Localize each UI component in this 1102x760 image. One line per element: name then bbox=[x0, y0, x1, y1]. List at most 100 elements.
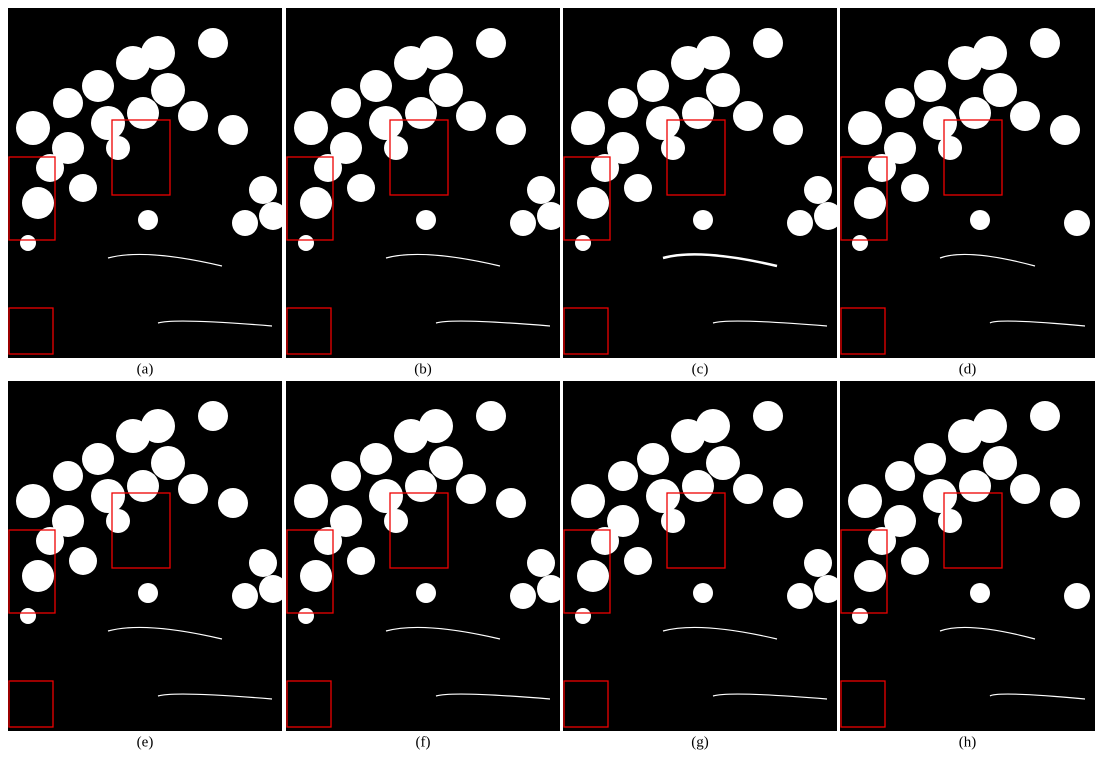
blob bbox=[624, 547, 652, 575]
blob bbox=[510, 210, 536, 236]
blob bbox=[178, 474, 208, 504]
blob bbox=[218, 488, 248, 518]
blob bbox=[868, 154, 896, 182]
blob bbox=[232, 210, 258, 236]
panel bbox=[563, 381, 842, 731]
blob bbox=[682, 470, 714, 502]
blob bbox=[106, 136, 130, 160]
blob bbox=[16, 111, 50, 145]
panel-label: (h) bbox=[959, 734, 977, 750]
blob bbox=[1030, 28, 1060, 58]
blob bbox=[259, 575, 287, 603]
blob bbox=[178, 101, 208, 131]
blob bbox=[637, 70, 669, 102]
blob bbox=[347, 547, 375, 575]
panel bbox=[286, 381, 565, 731]
blob bbox=[814, 575, 842, 603]
panel-label: (e) bbox=[137, 734, 154, 750]
blob bbox=[476, 401, 506, 431]
blob bbox=[198, 401, 228, 431]
blob bbox=[901, 547, 929, 575]
blob bbox=[53, 461, 83, 491]
blob bbox=[69, 174, 97, 202]
blob bbox=[624, 174, 652, 202]
panel bbox=[840, 8, 1095, 358]
blob bbox=[885, 461, 915, 491]
blob bbox=[419, 409, 453, 443]
blob bbox=[294, 484, 328, 518]
blob bbox=[923, 479, 957, 513]
blob bbox=[151, 73, 185, 107]
blob bbox=[151, 446, 185, 480]
blob bbox=[1050, 115, 1080, 145]
blob bbox=[537, 575, 565, 603]
blob bbox=[787, 210, 813, 236]
blob bbox=[608, 88, 638, 118]
blob bbox=[885, 88, 915, 118]
blob bbox=[914, 443, 946, 475]
blob bbox=[141, 36, 175, 70]
blob bbox=[591, 154, 619, 182]
blob bbox=[733, 101, 763, 131]
blob bbox=[973, 409, 1007, 443]
blob bbox=[36, 154, 64, 182]
figure: (a)(b)(c)(d)(e)(f)(g)(h) bbox=[0, 0, 1102, 760]
blob bbox=[82, 443, 114, 475]
blob bbox=[637, 443, 669, 475]
blob bbox=[22, 187, 54, 219]
blob bbox=[298, 608, 314, 624]
blob bbox=[848, 484, 882, 518]
blob bbox=[91, 106, 125, 140]
blob bbox=[405, 97, 437, 129]
blob bbox=[1010, 101, 1040, 131]
blob bbox=[959, 470, 991, 502]
blob bbox=[314, 154, 342, 182]
blob bbox=[854, 560, 886, 592]
panel-label: (b) bbox=[414, 361, 432, 377]
blob bbox=[16, 484, 50, 518]
blob bbox=[91, 479, 125, 513]
blob bbox=[416, 583, 436, 603]
blob bbox=[384, 509, 408, 533]
blob bbox=[1064, 583, 1090, 609]
blob bbox=[804, 176, 832, 204]
blob bbox=[646, 106, 680, 140]
blob bbox=[923, 106, 957, 140]
blob bbox=[959, 97, 991, 129]
blob bbox=[53, 88, 83, 118]
blob bbox=[575, 608, 591, 624]
blob bbox=[259, 202, 287, 230]
blob bbox=[314, 527, 342, 555]
blob bbox=[804, 549, 832, 577]
blob bbox=[527, 549, 555, 577]
blob bbox=[575, 235, 591, 251]
blob bbox=[294, 111, 328, 145]
blob bbox=[510, 583, 536, 609]
blob bbox=[693, 583, 713, 603]
panel-label: (g) bbox=[691, 734, 709, 750]
blob bbox=[938, 509, 962, 533]
blob bbox=[496, 488, 526, 518]
blob bbox=[384, 136, 408, 160]
blob bbox=[577, 560, 609, 592]
blob bbox=[773, 115, 803, 145]
blob bbox=[787, 583, 813, 609]
blob bbox=[1064, 210, 1090, 236]
blob bbox=[970, 210, 990, 230]
blob bbox=[537, 202, 565, 230]
blob bbox=[983, 73, 1017, 107]
blob bbox=[141, 409, 175, 443]
blob bbox=[405, 470, 437, 502]
blob bbox=[753, 401, 783, 431]
blob bbox=[429, 446, 463, 480]
blob bbox=[300, 187, 332, 219]
blob bbox=[868, 527, 896, 555]
blob bbox=[661, 509, 685, 533]
blob bbox=[232, 583, 258, 609]
blob bbox=[571, 484, 605, 518]
blob bbox=[198, 28, 228, 58]
blob bbox=[300, 560, 332, 592]
blob bbox=[369, 479, 403, 513]
blob bbox=[36, 527, 64, 555]
blob bbox=[138, 583, 158, 603]
